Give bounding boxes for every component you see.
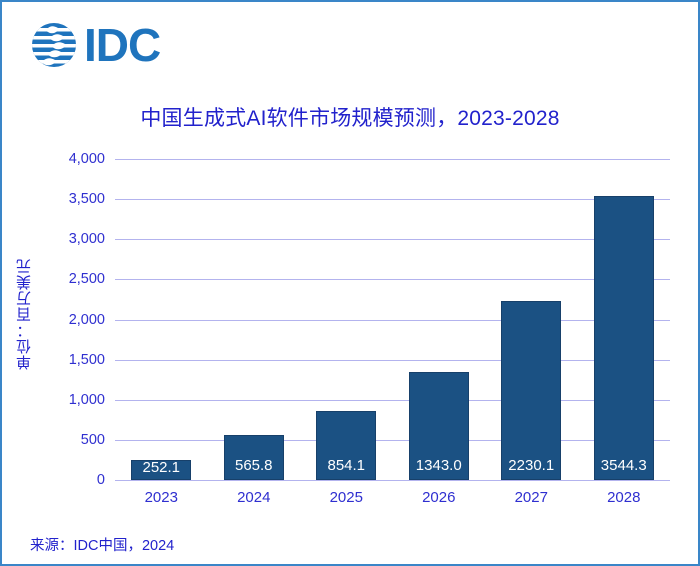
bar-2024[interactable] (223, 434, 284, 480)
bar-value-label: 3544.3 (600, 457, 647, 474)
idc-logo-text: IDC (84, 19, 161, 71)
x-axis-tick-label: 2028 (607, 489, 641, 506)
gridline (115, 480, 670, 481)
bar-value-label: 252.1 (142, 459, 181, 476)
bar-2027[interactable] (501, 301, 562, 480)
gridline (115, 199, 670, 201)
bar-slot: 3544.3 (593, 159, 654, 480)
gridline (115, 279, 670, 281)
bars-container: 252.1 565.8 854.1 1343.0 2230.1 3544.3 (115, 159, 670, 480)
y-axis-title: 单位：百万美元 (16, 258, 33, 370)
chart-title: 中国生成式AI软件市场规模预测，2023-2028 (140, 107, 560, 130)
y-axis-ticks: 0 500 1,000 1,500 2,000 2,500 3,000 3,500 4,000 (47, 151, 159, 488)
gridline (115, 399, 670, 401)
y-axis-tick-label: 3,000 (68, 231, 105, 248)
bar-slot: 2230.1 (501, 159, 562, 480)
source-note: 来源：IDC中国，2024 (30, 538, 175, 554)
y-axis-tick-label: 2,000 (68, 311, 105, 328)
x-axis-tick-label: 2023 (144, 489, 178, 506)
x-axis-tick-label: 2027 (514, 489, 548, 506)
y-axis-tick-label: 1,500 (68, 351, 105, 368)
bar-value-label: 2230.1 (508, 457, 555, 474)
bar-slot: 1343.0 (408, 159, 469, 480)
bar-value-label: 854.1 (327, 457, 366, 474)
idc-globe-icon (32, 23, 76, 67)
bar-2026[interactable] (408, 372, 469, 480)
bar-2023[interactable] (131, 459, 192, 480)
plot-grid (115, 159, 670, 481)
bar-slot: 854.1 (316, 159, 377, 480)
y-axis-tick-label: 500 (80, 431, 105, 448)
bar-slot: 565.8 (223, 159, 284, 480)
gridline (115, 439, 670, 441)
idc-logo: IDC (30, 19, 161, 71)
gridline (115, 239, 670, 241)
bar-slot: 252.1 (131, 159, 192, 480)
bar-2028[interactable] (593, 195, 654, 480)
gridline (115, 159, 670, 160)
x-axis-tick-label: 2026 (422, 489, 456, 506)
x-axis-tick-label: 2024 (237, 489, 271, 506)
y-axis-tick-label: 3,500 (68, 191, 105, 208)
y-axis-tick-label: 0 (96, 472, 105, 488)
gridline (115, 319, 670, 321)
y-axis-tick-label: 4,000 (68, 151, 105, 167)
bar-value-label: 565.8 (234, 457, 273, 474)
bar-2025[interactable] (316, 411, 377, 480)
gridline (115, 359, 670, 361)
bar-value-label: 1343.0 (415, 457, 462, 474)
y-axis-tick-label: 1,000 (68, 391, 105, 408)
x-axis-tick-label: 2025 (329, 489, 363, 506)
y-axis-tick-label: 2,500 (68, 271, 105, 288)
